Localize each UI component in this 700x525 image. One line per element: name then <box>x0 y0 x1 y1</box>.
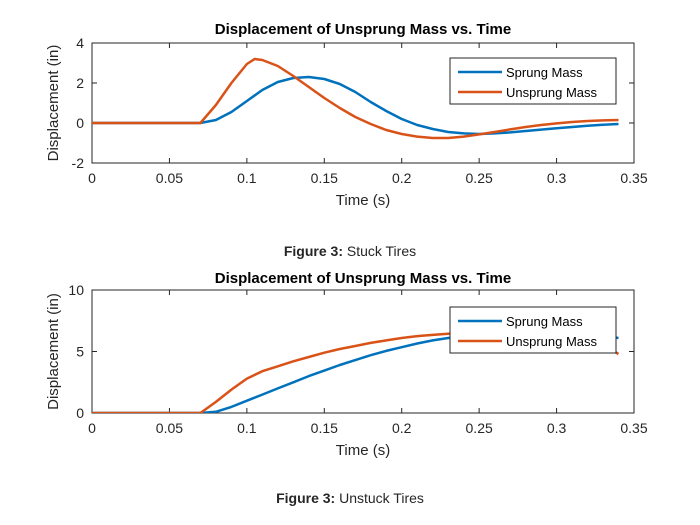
figure-caption: Figure 3: Stuck Tires <box>284 243 416 259</box>
legend-label: Unsprung Mass <box>506 334 598 349</box>
x-tick-label: 0.35 <box>620 170 647 186</box>
x-tick-label: 0.15 <box>311 420 338 436</box>
y-tick-label: 5 <box>76 344 84 360</box>
x-tick-label: 0.05 <box>156 420 183 436</box>
x-axis-label: Time (s) <box>336 442 390 459</box>
legend: Sprung Mass Unsprung Mass <box>449 57 617 105</box>
legend-label: Sprung Mass <box>506 65 583 80</box>
figure-caption: Figure 3: Unstuck Tires <box>276 490 424 506</box>
y-tick-label: 4 <box>76 35 84 51</box>
y-tick-label: 2 <box>76 75 84 91</box>
legend-box <box>449 57 617 105</box>
x-tick-label: 0 <box>88 420 96 436</box>
x-tick-label: 0.15 <box>311 170 338 186</box>
x-tick-label: 0 <box>88 170 96 186</box>
caption-prefix: Figure 3: <box>276 490 335 506</box>
y-tick-label: 10 <box>68 282 84 298</box>
x-tick-label: 0.2 <box>392 170 412 186</box>
chart-title: Displacement of Unsprung Mass vs. Time <box>215 270 511 287</box>
series-line-2 <box>92 57 619 140</box>
x-axis-label: Time (s) <box>336 192 390 209</box>
x-tick-label: 0.3 <box>547 170 567 186</box>
legend: Sprung Mass Unsprung Mass <box>449 306 617 354</box>
chart-title: Displacement of Unsprung Mass vs. Time <box>215 21 511 38</box>
x-tick-label: 0.1 <box>237 420 257 436</box>
caption-text: Stuck Tires <box>343 243 416 259</box>
chart-2: 0 0.05 0.1 0.15 0.2 0.25 0.3 0.35 0 5 10 Sprung Mas… <box>45 270 648 506</box>
x-tick-label: 0.35 <box>620 420 647 436</box>
legend-label: Sprung Mass <box>506 314 583 329</box>
y-axis-label: Displacement (in) <box>45 293 62 410</box>
x-tick-label: 0.25 <box>466 170 493 186</box>
x-tick-label: 0.1 <box>237 170 257 186</box>
caption-text: Unstuck Tires <box>335 490 424 506</box>
x-tick-label: 0.3 <box>547 420 567 436</box>
caption-prefix: Figure 3: <box>284 243 343 259</box>
y-axis-label: Displacement (in) <box>45 45 62 162</box>
x-tick-label: 0.05 <box>156 170 183 186</box>
y-tick-label: 0 <box>76 115 84 131</box>
x-tick-label: 0.25 <box>466 420 493 436</box>
series-line-1 <box>92 75 619 136</box>
x-tick-label: 0.2 <box>392 420 412 436</box>
y-tick-label: 0 <box>76 405 84 421</box>
legend-box <box>449 306 617 354</box>
legend-label: Unsprung Mass <box>506 85 598 100</box>
y-tick-label: -2 <box>72 155 85 171</box>
